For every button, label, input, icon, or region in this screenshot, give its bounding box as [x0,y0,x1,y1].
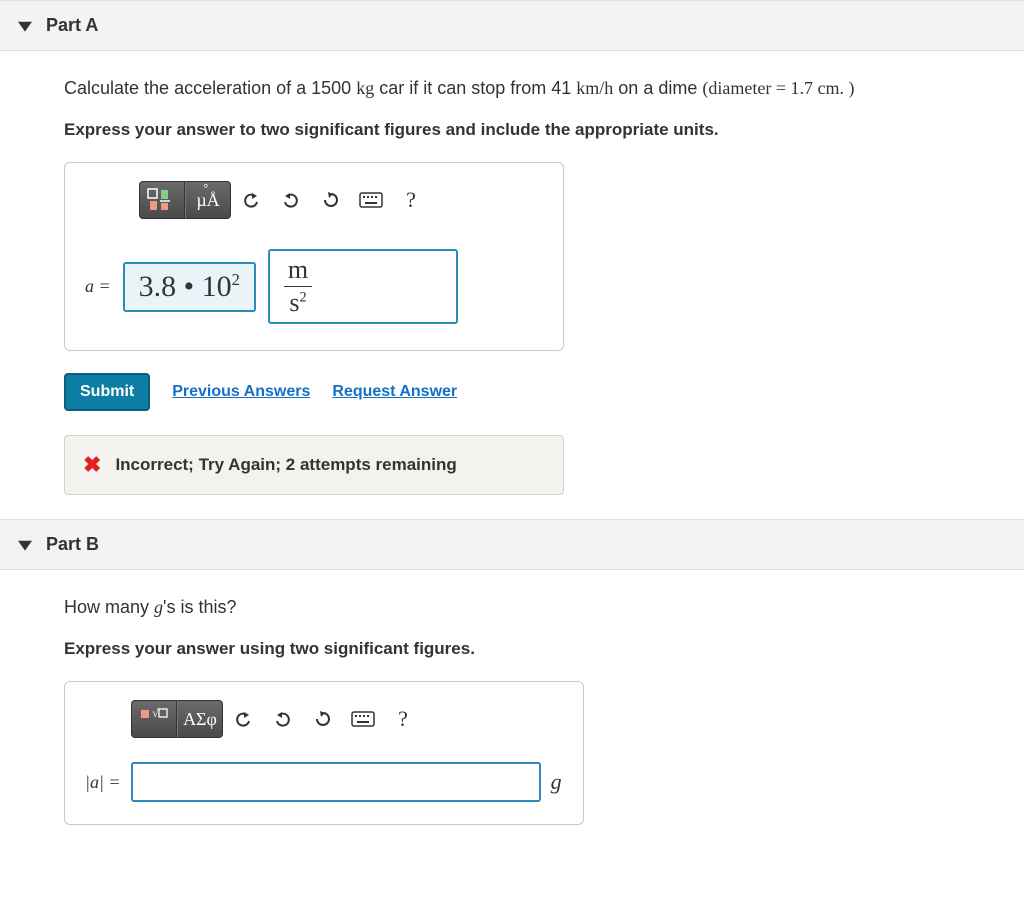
part-b-toolbar: √ ΑΣφ ? [131,700,563,738]
unit-label: g [551,769,562,795]
part-a-toolbar: °µÅ ? [139,181,543,219]
redo-button[interactable] [263,700,303,738]
feedback-text: Incorrect; Try Again; 2 attempts remaini… [115,455,456,475]
variable-label: a = [85,276,111,297]
redo-button[interactable] [271,181,311,219]
undo-button[interactable] [231,181,271,219]
part-a-header[interactable]: Part A [0,0,1024,51]
part-a-title: Part A [46,15,98,36]
svg-text:√: √ [152,707,159,720]
part-b-answer-box: √ ΑΣφ ? |a| = g [64,681,584,825]
value-input[interactable]: 3.8 • 102 [123,262,256,312]
part-a-body: Calculate the acceleration of a 1500 kg … [0,51,1024,519]
part-b-header[interactable]: Part B [0,519,1024,570]
feedback-box: ✖ Incorrect; Try Again; 2 attempts remai… [64,435,564,495]
part-a-submit-row: Submit Previous Answers Request Answer [64,373,960,411]
request-answer-link[interactable]: Request Answer [332,383,457,401]
part-b-body: How many g's is this? Express your answe… [0,570,1024,849]
part-b-title: Part B [46,534,99,555]
part-b-answer-row: |a| = g [85,762,563,802]
help-button[interactable]: ? [383,700,423,738]
previous-answers-link[interactable]: Previous Answers [172,383,310,401]
error-icon: ✖ [83,452,101,478]
part-b-instruction: Express your answer using two significan… [64,639,960,659]
reset-button[interactable] [311,181,351,219]
greek-symbols-button[interactable]: ΑΣφ [177,700,223,738]
caret-down-icon [18,19,32,33]
templates-button[interactable]: √ [131,700,177,738]
keyboard-button[interactable] [343,700,383,738]
caret-down-icon [18,538,32,552]
value-input[interactable] [131,762,541,802]
undo-button[interactable] [223,700,263,738]
part-a-prompt: Calculate the acceleration of a 1500 kg … [64,75,960,102]
part-a-answer-box: °µÅ ? a = 3.8 • 102 m [64,162,564,351]
units-button[interactable]: °µÅ [185,181,231,219]
templates-button[interactable] [139,181,185,219]
submit-button[interactable]: Submit [64,373,150,411]
reset-button[interactable] [303,700,343,738]
help-button[interactable]: ? [391,181,431,219]
keyboard-button[interactable] [351,181,391,219]
part-b-prompt: How many g's is this? [64,594,960,621]
units-input[interactable]: m s2 [268,249,458,324]
variable-label: |a| = [85,772,121,793]
part-a-instruction: Express your answer to two significant f… [64,120,960,140]
part-a-answer-row: a = 3.8 • 102 m s2 [85,249,543,324]
